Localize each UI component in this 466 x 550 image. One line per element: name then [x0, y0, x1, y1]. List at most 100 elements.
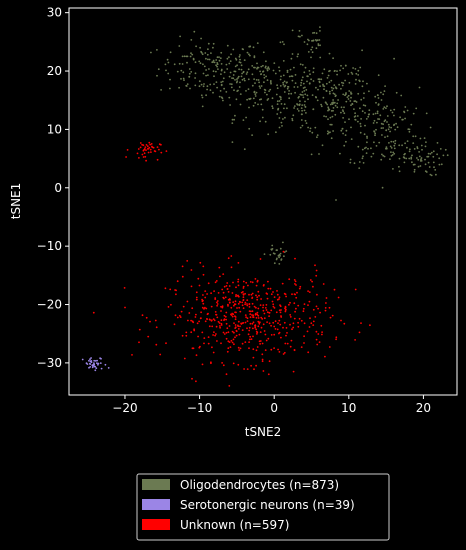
scatter-point	[315, 96, 317, 99]
scatter-point	[434, 169, 437, 171]
scatter-point	[366, 141, 368, 144]
scatter-point	[373, 130, 375, 133]
scatter-point	[424, 158, 426, 161]
scatter-point	[186, 61, 188, 64]
scatter-point	[317, 307, 319, 310]
scatter-point	[225, 322, 228, 325]
scatter-point	[198, 284, 201, 287]
scatter-point	[350, 71, 353, 74]
scatter-point	[164, 63, 167, 66]
scatter-point	[222, 291, 225, 294]
scatter-point	[156, 74, 158, 77]
scatter-point	[203, 337, 206, 339]
scatter-point	[260, 65, 263, 68]
scatter-point	[220, 69, 223, 72]
scatter-point	[239, 103, 242, 106]
scatter-point	[288, 97, 291, 100]
scatter-point	[283, 43, 285, 46]
scatter-point	[310, 56, 312, 59]
scatter-point	[242, 119, 245, 121]
scatter-point	[384, 85, 386, 87]
scatter-point	[425, 141, 427, 144]
scatter-point	[234, 336, 236, 339]
scatter-point	[294, 293, 297, 296]
scatter-point	[357, 92, 360, 95]
scatter-point	[256, 42, 259, 44]
scatter-point	[233, 303, 236, 306]
scatter-point	[107, 367, 110, 369]
scatter-point	[272, 321, 275, 324]
scatter-point	[265, 304, 268, 306]
scatter-point	[380, 127, 383, 129]
scatter-point	[99, 362, 102, 364]
scatter-point	[248, 53, 250, 56]
scatter-point	[350, 126, 352, 129]
scatter-point	[336, 106, 339, 109]
scatter-point	[316, 39, 319, 42]
scatter-point	[203, 65, 206, 68]
scatter-point	[291, 117, 294, 120]
scatter-point	[312, 39, 315, 42]
scatter-point	[257, 307, 260, 310]
scatter-point	[286, 69, 289, 72]
scatter-point	[94, 360, 97, 362]
scatter-point	[340, 129, 343, 132]
scatter-point	[286, 81, 288, 84]
scatter-point	[309, 317, 311, 320]
scatter-point	[286, 71, 289, 73]
scatter-point	[248, 303, 251, 305]
scatter-point	[235, 334, 238, 337]
scatter-point	[374, 132, 377, 135]
scatter-point	[178, 62, 181, 65]
scatter-point	[237, 278, 240, 281]
scatter-point	[409, 148, 411, 151]
scatter-point	[292, 322, 295, 325]
scatter-point	[387, 128, 390, 131]
scatter-point	[365, 146, 367, 149]
legend-label: Oligodendrocytes (n=873)	[180, 478, 339, 492]
scatter-point	[254, 93, 257, 95]
scatter-point	[203, 308, 205, 310]
scatter-point	[154, 150, 157, 153]
scatter-point	[300, 107, 303, 109]
scatter-point	[294, 74, 297, 76]
scatter-point	[263, 330, 266, 332]
scatter-point	[218, 322, 221, 324]
scatter-point	[374, 112, 377, 115]
scatter-point	[176, 280, 179, 283]
scatter-point	[416, 157, 418, 159]
scatter-point	[222, 364, 225, 367]
scatter-point	[304, 93, 307, 96]
scatter-point	[327, 118, 329, 121]
scatter-point	[296, 55, 299, 58]
scatter-point	[412, 163, 415, 166]
scatter-point	[384, 136, 386, 139]
scatter-point	[212, 46, 214, 49]
scatter-point	[321, 333, 323, 336]
scatter-point	[316, 293, 318, 296]
scatter-point	[326, 132, 329, 135]
scatter-point	[216, 304, 219, 307]
scatter-point	[355, 101, 358, 103]
scatter-point	[354, 68, 357, 70]
scatter-point	[155, 343, 158, 346]
scatter-point	[245, 73, 248, 75]
scatter-point	[270, 309, 273, 312]
scatter-point	[425, 112, 428, 115]
scatter-point	[403, 111, 406, 114]
scatter-point	[328, 70, 330, 73]
scatter-point	[252, 335, 254, 338]
scatter-point	[344, 79, 346, 82]
scatter-point	[236, 78, 238, 80]
scatter-point	[302, 94, 304, 96]
scatter-point	[149, 320, 151, 323]
scatter-point	[242, 70, 245, 73]
y-tick-label: 20	[47, 64, 62, 78]
scatter-point	[88, 359, 90, 362]
scatter-point	[231, 292, 234, 294]
scatter-point	[188, 312, 191, 314]
scatter-point	[215, 70, 217, 73]
scatter-point	[279, 41, 282, 44]
scatter-point	[359, 131, 362, 134]
scatter-point	[328, 81, 331, 84]
